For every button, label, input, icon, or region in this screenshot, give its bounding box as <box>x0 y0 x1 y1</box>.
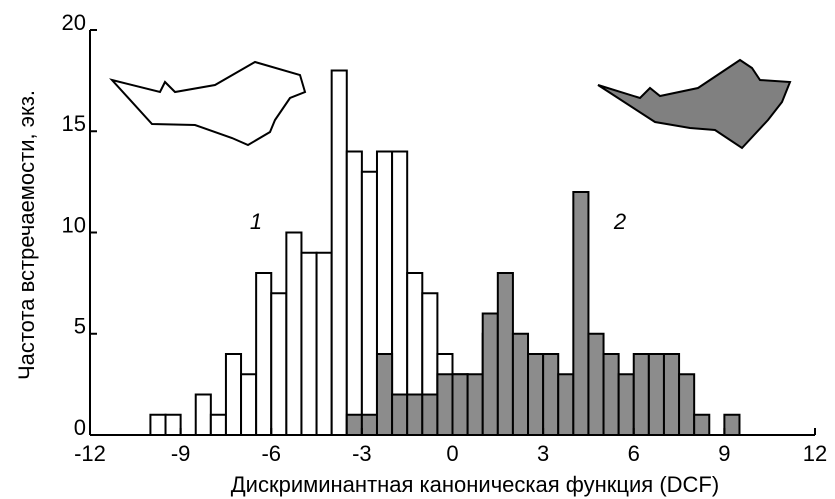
bar <box>498 273 513 435</box>
bar <box>694 415 709 435</box>
bar <box>301 253 316 435</box>
bar <box>437 374 452 435</box>
bar <box>286 233 301 436</box>
bar <box>513 334 528 435</box>
bar <box>392 152 407 436</box>
bar <box>377 354 392 435</box>
bar <box>317 253 332 435</box>
y-tick-label: 0 <box>74 415 86 440</box>
bar <box>634 354 649 435</box>
bar <box>362 415 377 435</box>
bar <box>226 354 241 435</box>
bar <box>362 172 377 435</box>
bar <box>543 354 558 435</box>
chart: 1 2 Дискриминантная каноническая функция… <box>0 0 835 499</box>
x-tick-label: -6 <box>261 441 281 466</box>
annotation: 2 <box>613 209 626 234</box>
x-tick-label: -9 <box>171 441 191 466</box>
bar <box>453 374 468 435</box>
bar <box>241 374 256 435</box>
bar <box>528 354 543 435</box>
y-axis-label: Частота встречаемости, экз. <box>14 90 39 380</box>
bar <box>150 415 165 435</box>
x-axis-label: Дискриминантная каноническая функция (DC… <box>231 472 719 497</box>
bar <box>407 395 422 436</box>
x-tick-label: 3 <box>537 441 549 466</box>
bar <box>573 192 588 435</box>
bar <box>558 374 573 435</box>
bar <box>483 314 498 436</box>
y-tick-label: 10 <box>62 212 86 237</box>
bar <box>649 354 664 435</box>
bar <box>271 293 286 435</box>
y-tick-label: 15 <box>62 111 86 136</box>
bar <box>256 273 271 435</box>
x-tick-label: 6 <box>628 441 640 466</box>
bar <box>664 354 679 435</box>
bar <box>679 374 694 435</box>
bar <box>166 415 181 435</box>
bar <box>724 415 739 435</box>
x-tick-label: -12 <box>74 441 106 466</box>
bar <box>196 395 211 436</box>
bar <box>347 415 362 435</box>
bar <box>332 71 347 436</box>
plane-filled <box>598 60 790 148</box>
plane-outline <box>112 62 305 145</box>
x-tick-label: 9 <box>718 441 730 466</box>
x-tick-label: 12 <box>803 441 827 466</box>
bar <box>604 354 619 435</box>
bar <box>347 152 362 436</box>
x-tick-label: -3 <box>352 441 372 466</box>
bar <box>588 334 603 435</box>
y-tick-label: 20 <box>62 10 86 35</box>
x-tick-label: 0 <box>446 441 458 466</box>
y-tick-label: 5 <box>74 314 86 339</box>
bar <box>392 395 407 436</box>
bar <box>619 374 634 435</box>
annotation: 1 <box>250 209 262 234</box>
bar <box>468 374 483 435</box>
bar <box>211 415 226 435</box>
bar <box>422 395 437 436</box>
